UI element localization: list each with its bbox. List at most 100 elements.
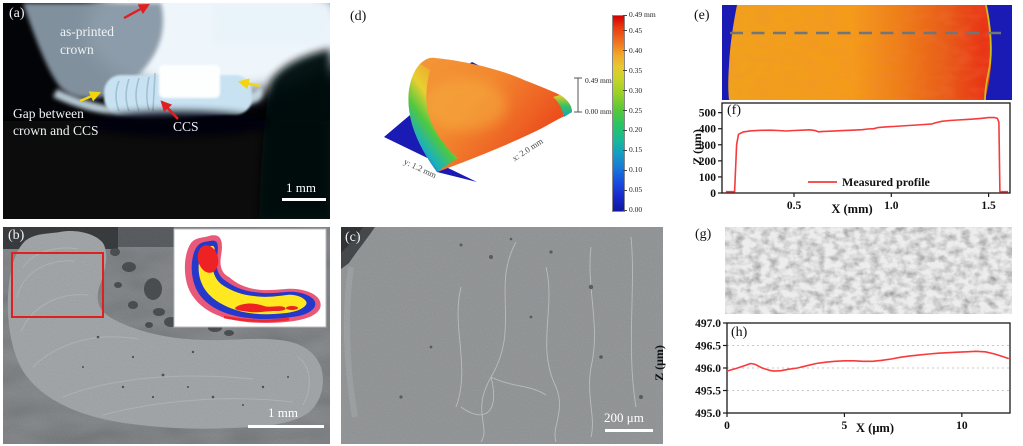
x-tick-label: 1.5 <box>981 200 996 212</box>
plot-frame <box>721 102 1011 194</box>
y-tick-label: 497.0 <box>695 318 721 330</box>
red-arrow-ccs <box>160 100 179 120</box>
panel-a-label: (a) <box>9 6 25 21</box>
legend-label: Measured profile <box>842 175 931 189</box>
colorbar-tick-label: 0.00 <box>629 205 643 214</box>
series-line <box>726 350 1010 372</box>
dome-highlight <box>423 79 507 131</box>
colorbar-tick-mark <box>623 30 627 32</box>
crown-top-right <box>213 3 330 45</box>
z-axis-bottom-label: 0.00 mm <box>585 107 612 116</box>
ccs-highlight <box>159 65 220 98</box>
height-map-2d <box>722 5 1012 100</box>
ccs-under-shadow <box>86 111 270 137</box>
panel-c-label: (c) <box>345 230 361 245</box>
annotation-arrows <box>79 3 261 120</box>
colorbar-tick-label: 0.35 <box>629 65 643 75</box>
segmentation-inset <box>173 228 327 328</box>
colorbar-tick-mark <box>623 90 627 92</box>
base-plane-left-wing <box>384 115 477 182</box>
colorbar-tick-label: 0.49 mm <box>629 10 656 19</box>
grains-texture <box>725 227 1012 314</box>
yellow-arrow-gap-right <box>237 78 261 90</box>
annotation-ccs: CCS <box>173 119 199 134</box>
colorbar-tick-label: 0.15 <box>629 145 643 155</box>
surface-plot-3d: 0.49 mm 0.00 mm y: 1.2 mm x: 2.0 mm <box>384 57 612 182</box>
y-tick-label: 495.5 <box>695 386 721 398</box>
chart-f-ylabel: Z (μm) <box>690 129 704 165</box>
panel-d-label: (d) <box>350 9 367 24</box>
sem-surface <box>341 227 663 444</box>
colorbar-tick-label: 0.40 <box>629 45 643 55</box>
colorbar-tick-label: 0.05 <box>629 185 643 195</box>
panel-a: (a) as-printed crown Gap between crown a… <box>3 3 330 219</box>
colorbar-tick-mark <box>623 189 627 191</box>
panel-c: (c) 200 μm <box>341 227 663 444</box>
colorbar-tick-mark <box>623 50 627 52</box>
inset-red-blob-knob <box>197 245 219 273</box>
colorbar-tick-label: 0.25 <box>629 105 643 115</box>
scale-bar-b <box>248 425 324 428</box>
colorbar-tick-mark <box>623 14 627 16</box>
inset-red-bottom-edge <box>223 315 290 322</box>
y-tick-label: 500 <box>699 108 717 120</box>
z-axis-bracket <box>574 77 582 113</box>
y-tick-label: 300 <box>699 140 717 152</box>
annotation-crown-line2: crown <box>60 42 94 57</box>
scale-bar-a <box>282 198 326 201</box>
y-tick-label: 0 <box>710 188 716 200</box>
colorbar-tick-label: 0.10 <box>629 165 643 175</box>
panel-e-label: (e) <box>694 8 710 23</box>
crown-photo <box>3 3 330 219</box>
dome-right-stripe <box>553 95 572 117</box>
yellow-arrow-gap-left <box>79 91 102 103</box>
chart-h-ylabel: Z (μm) <box>652 345 666 381</box>
crown-facet <box>23 3 164 99</box>
colorbar-tick-mark <box>623 110 627 111</box>
z-axis-top-label: 0.49 mm <box>585 76 612 85</box>
annotation-gap-line2: crown and CCS <box>13 123 99 138</box>
series-line <box>725 116 1009 193</box>
right-shadow <box>259 49 330 219</box>
roi-rectangle <box>11 252 104 318</box>
y-tick-label: 100 <box>699 172 717 184</box>
panel-f-label: (f) <box>727 103 741 118</box>
colorbar-tick-mark <box>623 209 627 211</box>
profile-chart-h: 0 5 10 495.0 495.5 496.0 496.5 497.0 X (μm) <box>695 318 1011 435</box>
x-axis-title: X (μm) <box>856 421 894 435</box>
annotation-gap-line1: Gap between <box>13 106 84 121</box>
colorbar-tick-mark <box>623 169 627 171</box>
ccs-ridges <box>115 72 156 112</box>
inset-red-strip <box>235 303 286 313</box>
map-blue-right <box>985 5 1012 100</box>
panel-b: (b) 1 mm <box>3 227 330 444</box>
colorbar-tick-label: 0.45 <box>629 25 643 35</box>
map-edge-line <box>984 5 992 100</box>
y-tick-label: 495.0 <box>695 408 721 420</box>
colorbar-tick-mark <box>623 129 627 131</box>
x-tick-label: 0.5 <box>787 200 802 212</box>
x-tick-label: 10 <box>956 420 968 432</box>
scale-bar-label-c: 200 μm <box>604 410 644 425</box>
panel-g-label: (g) <box>695 227 712 242</box>
colorbar: 0.49 mm 0.45 0.40 0.35 0.30 0.25 0.20 0.15 0.10 0… <box>612 11 677 220</box>
scale-bar-c <box>605 429 653 432</box>
colorbar-tick-mark <box>623 149 627 151</box>
scale-bar-label-b: 1 mm <box>268 405 298 420</box>
annotation-crown-line1: as-printed <box>60 24 114 39</box>
y-tick-label: 200 <box>699 156 717 168</box>
inset-red-blob-tail <box>286 306 298 310</box>
colorbar-tick-label: 0.30 <box>629 85 643 95</box>
x-tick-label: 5 <box>842 420 848 432</box>
inset-core-layer <box>198 245 307 315</box>
colorbar-tick-mark <box>623 70 627 72</box>
x-tick-label: 0 <box>724 420 730 432</box>
colorbar-tick-label: 0.20 <box>629 125 643 135</box>
panel-h-label: (h) <box>731 325 748 340</box>
dome-cliff-gradient <box>408 64 458 172</box>
scale-bar-label-a: 1 mm <box>286 180 316 195</box>
y-tick-label: 496.5 <box>695 341 721 353</box>
panel-b-label: (b) <box>8 228 25 243</box>
colorbar-gradient <box>612 15 625 212</box>
